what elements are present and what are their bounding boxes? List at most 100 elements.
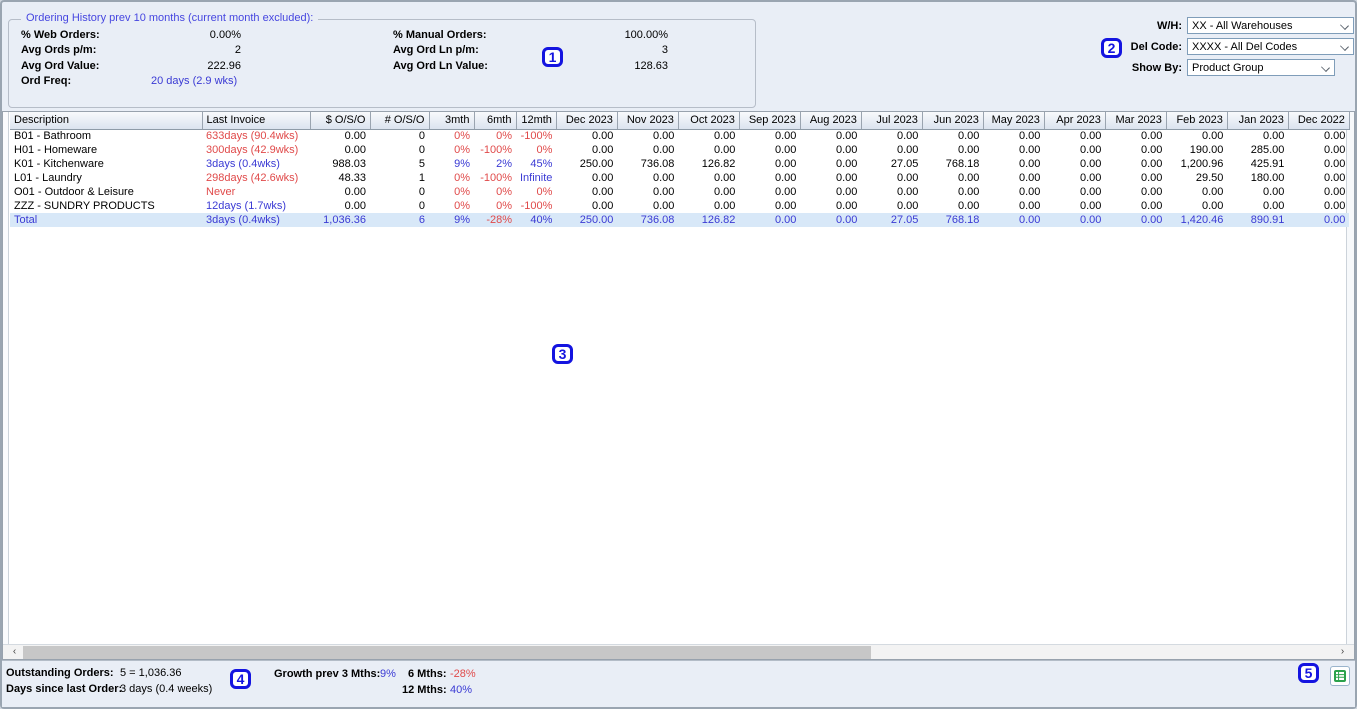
web-orders-value: 0.00% <box>209 28 241 41</box>
column-header-mar-2023[interactable]: Mar 2023 <box>1105 112 1167 130</box>
column-header-apr-2023[interactable]: Apr 2023 <box>1044 112 1106 130</box>
growth-3mths-label: Growth prev 3 Mths: <box>274 668 381 680</box>
annotation-marker-2: 2 <box>1101 38 1122 58</box>
table-row[interactable]: L01 - Laundry 298days (42.6wks) 48.33 1 0% -1… <box>10 171 1349 185</box>
annotation-marker-1: 1 <box>542 47 563 67</box>
cell: 5 <box>418 157 425 170</box>
cell: 0.00 <box>836 143 858 156</box>
cell: 0.00 <box>897 199 919 212</box>
grid-vertical-scrollbar[interactable] <box>1346 112 1354 644</box>
column-header-jul-2023[interactable]: Jul 2023 <box>861 112 923 130</box>
column-header-12mth[interactable]: 12mth <box>516 112 557 130</box>
column-header--o-s-o[interactable]: $ O/S/O <box>310 112 371 130</box>
cell: B01 - Bathroom <box>14 129 92 142</box>
cell: 0.00 <box>1324 171 1346 184</box>
status-bar: Outstanding Orders: 5 = 1,036.36 Days si… <box>2 660 1355 707</box>
cell: 0.00 <box>344 185 366 198</box>
cell: 0.00 <box>653 199 675 212</box>
cell: 0.00 <box>714 185 736 198</box>
cell: 0.00 <box>1141 199 1163 212</box>
cell: 0.00 <box>1019 157 1041 170</box>
warehouse-label: W/H: <box>1156 19 1182 32</box>
cell: 0.00 <box>1080 199 1102 212</box>
excel-export-button[interactable] <box>1330 666 1350 686</box>
avg-ords-label: Avg Ords p/m: <box>21 44 97 57</box>
growth-6mths-value: -28% <box>450 668 476 680</box>
cell: 0% <box>496 129 512 142</box>
column-header-jan-2023[interactable]: Jan 2023 <box>1227 112 1289 130</box>
column-header-feb-2023[interactable]: Feb 2023 <box>1166 112 1228 130</box>
column-header-oct-2023[interactable]: Oct 2023 <box>678 112 740 130</box>
cell: 0% <box>454 199 470 212</box>
orders-grid: Description Last Invoice $ O/S/O # O/S/O 3mt… <box>2 111 1355 660</box>
column-header--o-s-o[interactable]: # O/S/O <box>370 112 430 130</box>
column-header-aug-2023[interactable]: Aug 2023 <box>800 112 862 130</box>
cell: 0.00 <box>1288 213 1350 227</box>
scrollbar-thumb[interactable] <box>23 646 871 659</box>
manual-orders-value: 100.00% <box>624 28 668 41</box>
column-header-jun-2023[interactable]: Jun 2023 <box>922 112 984 130</box>
cell: 633days (90.4wks) <box>206 129 299 142</box>
column-header-6mth[interactable]: 6mth <box>474 112 517 130</box>
cell: 0.00 <box>1141 185 1163 198</box>
cell: 0 <box>418 199 425 212</box>
cell: L01 - Laundry <box>14 171 82 184</box>
del-code-select[interactable]: XXXX - All Del Codes <box>1187 38 1354 55</box>
column-header-may-2023[interactable]: May 2023 <box>983 112 1045 130</box>
table-row[interactable]: H01 - Homeware 300days (42.9wks) 0.00 0 0% -1… <box>10 143 1349 157</box>
annotation-marker-4: 4 <box>230 669 251 689</box>
cell: 0.00 <box>836 185 858 198</box>
table-header-row: Description Last Invoice $ O/S/O # O/S/O 3mt… <box>10 112 1350 130</box>
table-total-row[interactable]: Total 3days (0.4wks) 1,036.36 6 9% -28% 40% 250… <box>10 213 1350 227</box>
scroll-right-button[interactable]: › <box>1340 646 1345 657</box>
cell: 0.00 <box>592 143 614 156</box>
show-by-label: Show By: <box>1131 61 1182 74</box>
cell: ZZZ - SUNDRY PRODUCTS <box>14 199 155 212</box>
grid-horizontal-scrollbar[interactable]: ‹ › <box>3 644 1354 659</box>
cell: -100% <box>480 143 512 156</box>
column-header-dec-2023[interactable]: Dec 2023 <box>556 112 618 130</box>
column-header-dec-2022[interactable]: Dec 2022 <box>1288 112 1350 130</box>
avg-ord-value-value: 222.96 <box>207 59 241 72</box>
cell: 0.00 <box>1080 157 1102 170</box>
days-since-last-order-value: 3 days (0.4 weeks) <box>120 683 213 695</box>
outstanding-orders-label: Outstanding Orders: <box>6 667 114 679</box>
cell: 0.00 <box>836 171 858 184</box>
cell: 736.08 <box>640 157 675 170</box>
cell: 0.00 <box>344 199 366 212</box>
cell: 890.91 <box>1227 213 1289 227</box>
cell: 0.00 <box>1019 199 1041 212</box>
cell: 0.00 <box>1141 143 1163 156</box>
column-header-3mth[interactable]: 3mth <box>429 112 475 130</box>
cell: 0.00 <box>653 129 675 142</box>
orders-table: Description Last Invoice $ O/S/O # O/S/O 3mt… <box>10 112 1350 227</box>
growth-12mths-value: 40% <box>450 684 473 696</box>
cell: 0.00 <box>775 185 797 198</box>
column-header-description[interactable]: Description <box>10 112 203 130</box>
column-header-nov-2023[interactable]: Nov 2023 <box>617 112 679 130</box>
cell: 0.00 <box>897 171 919 184</box>
avg-ord-value-label: Avg Ord Value: <box>21 59 100 72</box>
cell: 0.00 <box>592 129 614 142</box>
table-row[interactable]: K01 - Kitchenware 3days (0.4wks) 988.03 5 9%… <box>10 157 1349 171</box>
show-by-select[interactable]: Product Group <box>1187 59 1335 76</box>
manual-orders-label: % Manual Orders: <box>393 28 487 41</box>
cell: 0.00 <box>1141 157 1163 170</box>
cell: 736.08 <box>617 213 679 227</box>
cell: 0.00 <box>958 199 980 212</box>
excel-icon <box>1334 670 1346 682</box>
cell: 0.00 <box>1263 185 1285 198</box>
table-row[interactable]: B01 - Bathroom 633days (90.4wks) 0.00 0 0% 0%… <box>10 129 1349 143</box>
scroll-left-button[interactable]: ‹ <box>12 646 17 657</box>
table-row[interactable]: ZZZ - SUNDRY PRODUCTS 12days (1.7wks) 0.00… <box>10 199 1349 213</box>
warehouse-select-value: XX - All Warehouses <box>1192 19 1293 32</box>
cell: 1,200.96 <box>1180 157 1224 170</box>
cell: 126.82 <box>701 157 736 170</box>
panel-rows: % Web Orders: 0.00% % Manual Orders: 100… <box>21 27 749 89</box>
column-header-last-invoice[interactable]: Last Invoice <box>202 112 311 130</box>
cell: 0.00 <box>1263 129 1285 142</box>
table-row[interactable]: O01 - Outdoor & Leisure Never 0.00 0 0% 0% 0% 0… <box>10 185 1349 199</box>
column-header-sep-2023[interactable]: Sep 2023 <box>739 112 801 130</box>
warehouse-select[interactable]: XX - All Warehouses <box>1187 17 1354 34</box>
avg-ords-value: 2 <box>234 44 241 57</box>
